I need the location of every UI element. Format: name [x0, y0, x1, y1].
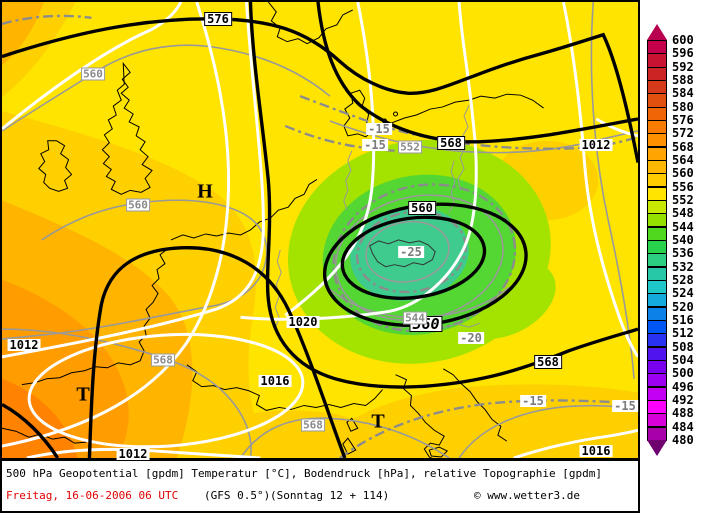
- colorbar-tick-label: 528: [672, 273, 694, 287]
- colorbar-tick-label: 580: [672, 100, 694, 114]
- colorbar-tick-label: 568: [672, 140, 694, 154]
- colorbar-box: [647, 413, 667, 427]
- contour-label: 544: [403, 312, 427, 325]
- contour-label: 568: [151, 354, 175, 367]
- contour-label: -15: [362, 139, 388, 151]
- colorbar-box: [647, 240, 667, 254]
- colorbar-box: [647, 147, 667, 161]
- caption-title: 500 hPa Geopotential [gpdm] Temperatur […: [6, 467, 602, 480]
- colorbar-box: [647, 120, 667, 134]
- colorbar-tick-label: 480: [672, 433, 694, 447]
- colorbar-box: [647, 373, 667, 387]
- caption-forecast: (Sonntag 12 + 114): [270, 489, 389, 502]
- colorbar-box: [647, 360, 667, 374]
- colorbar-tick-label: 512: [672, 326, 694, 340]
- colorbar-tick-label: 500: [672, 366, 694, 380]
- colorbar-scale: 6005965925885845805765725685645605565525…: [641, 0, 704, 459]
- colorbar-box: [647, 173, 667, 187]
- colorbar-tick-label: 572: [672, 126, 694, 140]
- colorbar-tick-label: 508: [672, 340, 694, 354]
- colorbar-box: [647, 200, 667, 214]
- colorbar-box: [647, 187, 667, 201]
- contour-label: 560: [408, 201, 436, 215]
- colorbar-tick-label: 504: [672, 353, 694, 367]
- colorbar-box: [647, 320, 667, 334]
- colorbar-box: [647, 427, 667, 441]
- caption-copyright: © www.wetter3.de: [474, 489, 580, 502]
- map-area: 576 568 560 568 560 1012 1016 1020 1012 1012 1016 5…: [0, 0, 640, 460]
- colorbar-box: [647, 133, 667, 147]
- contour-label: -20: [458, 332, 484, 344]
- colorbar-box: [647, 400, 667, 414]
- colorbar-tick-label: 524: [672, 286, 694, 300]
- pressure-center-letter: T: [369, 411, 386, 434]
- colorbar-tick-label: 532: [672, 260, 694, 274]
- caption-model: (GFS 0.5°): [204, 489, 270, 502]
- colorbar-tick-label: 496: [672, 380, 694, 394]
- colorbar-tick-label: 584: [672, 86, 694, 100]
- contour-label: -15: [366, 123, 392, 135]
- contour-label: 568: [534, 355, 562, 369]
- contour-label: -15: [520, 395, 546, 407]
- colorbar-tick-label: 588: [672, 73, 694, 87]
- colorbar-box: [647, 107, 667, 121]
- contour-label: 1012: [8, 339, 41, 351]
- contour-label: 1016: [580, 445, 613, 457]
- colorbar-tick-label: 564: [672, 153, 694, 167]
- contour-label: 1020: [287, 316, 320, 328]
- colorbar-tick-label: 520: [672, 300, 694, 314]
- colorbar-box: [647, 40, 667, 54]
- weather-chart-page: 576 568 560 568 560 1012 1016 1020 1012 1012 1016 5…: [0, 0, 704, 513]
- colorbar-tick-label: 600: [672, 33, 694, 47]
- colorbar-tick-label: 556: [672, 180, 694, 194]
- caption-bar: 500 hPa Geopotential [gpdm] Temperatur […: [0, 459, 640, 513]
- caption-date: Freitag, 16-06-2006 06 UTC: [6, 489, 178, 502]
- colorbar-box: [647, 53, 667, 67]
- contour-label: 1012: [580, 139, 613, 151]
- colorbar-box: [647, 347, 667, 361]
- colorbar-tick-label: 540: [672, 233, 694, 247]
- contour-label: 1016: [259, 375, 292, 387]
- colorbar-box: [647, 293, 667, 307]
- colorbar-tick-label: 560: [672, 166, 694, 180]
- contour-label: 568: [437, 136, 465, 150]
- pressure-center-letter: H: [195, 181, 215, 204]
- pressure-center-letter: T: [74, 384, 91, 407]
- colorbar-box: [647, 67, 667, 81]
- colorbar-tick-label: 548: [672, 206, 694, 220]
- contour-label: -15: [612, 400, 638, 412]
- colorbar-arrow-up: [647, 24, 667, 40]
- colorbar-tick-label: 552: [672, 193, 694, 207]
- colorbar-arrow-down: [647, 440, 667, 456]
- contour-label: 568: [301, 419, 325, 432]
- colorbar-box: [647, 307, 667, 321]
- colorbar-tick-label: 592: [672, 60, 694, 74]
- colorbar-tick-label: 536: [672, 246, 694, 260]
- colorbar-tick-label: 516: [672, 313, 694, 327]
- colorbar-box: [647, 333, 667, 347]
- contour-label: 552: [398, 141, 422, 154]
- colorbar-box: [647, 267, 667, 281]
- colorbar-box: [647, 80, 667, 94]
- colorbar-tick-label: 488: [672, 406, 694, 420]
- colorbar-box: [647, 93, 667, 107]
- colorbar-box: [647, 160, 667, 174]
- contour-label: 1012: [117, 448, 150, 460]
- colorbar-box: [647, 280, 667, 294]
- colorbar-tick-label: 484: [672, 420, 694, 434]
- contour-label: 576: [204, 12, 232, 26]
- colorbar-box: [647, 213, 667, 227]
- colorbar-tick-label: 492: [672, 393, 694, 407]
- colorbar-box: [647, 227, 667, 241]
- colorbar-tick-label: 596: [672, 46, 694, 60]
- contour-label: 560: [81, 68, 105, 81]
- colorbar-box: [647, 253, 667, 267]
- colorbar-tick-label: 544: [672, 220, 694, 234]
- colorbar-tick-label: 576: [672, 113, 694, 127]
- colorbar-box: [647, 387, 667, 401]
- contour-label: 560: [126, 199, 150, 212]
- contour-label: -25: [398, 246, 424, 258]
